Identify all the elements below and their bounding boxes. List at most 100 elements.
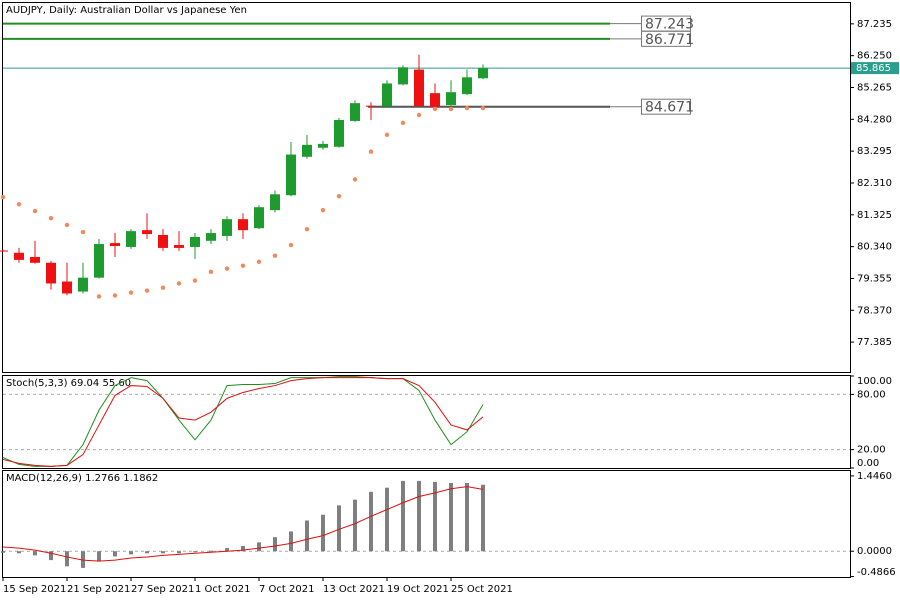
y-tick-label: 87.235 — [857, 19, 892, 30]
candle-body — [366, 105, 376, 107]
panel-title: AUDJPY, Daily: Australian Dollar vs Japa… — [6, 5, 247, 16]
sar-dot — [176, 281, 182, 286]
sar-dot — [112, 293, 118, 298]
macd-bar — [145, 551, 149, 554]
macd-bar — [177, 551, 181, 554]
sar-dot — [464, 105, 470, 111]
candle-body — [238, 219, 248, 231]
panel-title: Stoch(5,3,3) 69.04 55.60 — [6, 378, 131, 389]
y-tick-label: 80.340 — [857, 242, 892, 253]
candle-body — [78, 277, 88, 292]
macd-bar — [337, 505, 341, 552]
candle-body — [334, 119, 344, 147]
y-tick-label: 1.4460 — [857, 471, 892, 482]
sar-dot — [336, 194, 342, 199]
price-panel — [2, 2, 851, 373]
sar-dot — [32, 208, 38, 214]
candle-body — [446, 92, 456, 106]
y-tick-label: 85.265 — [857, 82, 892, 93]
sar-dot — [480, 105, 486, 111]
macd-bar — [1, 551, 5, 553]
y-tick-label: 82.310 — [857, 178, 892, 189]
macd-bar — [305, 520, 309, 552]
candle-body — [158, 234, 168, 248]
x-tick-label: 19 Oct 2021 — [387, 584, 449, 595]
stoch-line — [2, 377, 484, 467]
sar-dot — [224, 266, 230, 271]
x-tick-label: 27 Sep 2021 — [131, 584, 194, 595]
macd-panel — [2, 470, 851, 578]
macd-bar — [113, 551, 117, 557]
candle-body — [14, 252, 24, 260]
sar-dot — [144, 288, 150, 293]
sar-dot — [432, 106, 438, 112]
candle-body — [222, 219, 232, 236]
candle-body — [0, 250, 8, 252]
sar-dot — [208, 269, 214, 275]
panel-title: MACD(12,26,9) 1.2766 1.1862 — [6, 473, 158, 484]
level-label: 84.671 — [645, 100, 694, 116]
candle-body — [318, 143, 328, 148]
sar-dot — [64, 222, 70, 228]
macd-bar — [81, 551, 85, 568]
x-tick-label: 15 Sep 2021 — [3, 584, 66, 595]
macd-bar — [209, 550, 213, 552]
sar-dot — [288, 242, 294, 248]
x-tick-label: 21 Sep 2021 — [67, 584, 130, 595]
y-tick-label: 79.355 — [857, 273, 892, 284]
sar-dot — [368, 149, 374, 154]
sar-dot — [384, 132, 390, 138]
candle-body — [462, 77, 472, 95]
sar-dot — [352, 177, 358, 182]
y-tick-label: 77.385 — [857, 337, 892, 348]
x-tick-label: 7 Oct 2021 — [259, 584, 314, 595]
level-label: 86.771 — [645, 32, 694, 48]
macd-bar — [449, 482, 453, 552]
macd-bar — [241, 546, 245, 552]
candle-body — [94, 244, 104, 278]
sar-dot — [272, 253, 278, 258]
y-tick-label: 86.250 — [857, 51, 892, 62]
y-tick-label: -0.4866 — [857, 567, 896, 578]
sar-dot — [240, 263, 246, 268]
macd-bar — [465, 482, 469, 552]
candle-body — [286, 154, 296, 196]
macd-bar — [273, 537, 277, 552]
y-tick-label: 0.00 — [857, 458, 879, 469]
y-tick-label: 83.295 — [857, 146, 892, 157]
sar-dot — [448, 106, 454, 112]
macd-bar — [289, 531, 293, 552]
level-box — [641, 98, 691, 115]
current-price-box — [851, 62, 899, 75]
sar-dot — [256, 259, 262, 265]
sar-dot — [80, 229, 86, 235]
y-tick-label: 84.280 — [857, 114, 892, 125]
macd-bar — [417, 480, 421, 552]
sar-dot — [0, 194, 6, 200]
macd-bar — [129, 551, 133, 555]
macd-bar — [481, 484, 485, 552]
x-tick-label: 1 Oct 2021 — [195, 584, 250, 595]
candle-body — [270, 194, 280, 211]
stoch-panel — [2, 375, 851, 469]
sar-dot — [96, 294, 102, 299]
macd-bar — [33, 551, 37, 556]
candle-body — [206, 233, 216, 241]
y-tick-label: 100.00 — [857, 376, 892, 387]
candle-body — [414, 69, 424, 107]
macd-bar — [257, 542, 261, 552]
y-tick-label: 78.370 — [857, 305, 892, 316]
sar-dot — [320, 207, 326, 213]
candle-body — [46, 262, 56, 284]
candle-body — [126, 231, 136, 247]
candle-body — [302, 144, 312, 157]
sar-dot — [192, 278, 198, 283]
y-tick-label: 81.325 — [857, 210, 892, 221]
current-price-label: 85.865 — [856, 63, 891, 74]
candle-body — [398, 67, 408, 85]
macd-bar — [401, 480, 405, 552]
level-box — [641, 30, 691, 47]
candle-body — [478, 68, 488, 79]
candle-body — [30, 256, 40, 263]
